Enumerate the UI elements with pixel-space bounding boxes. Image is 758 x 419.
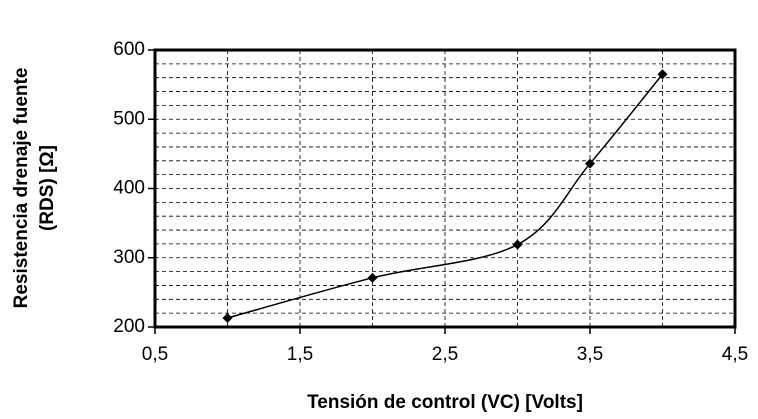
y-axis-title: (RDS) [Ω]: [37, 145, 58, 231]
point-marker: [367, 272, 378, 283]
series-line: [227, 73, 664, 319]
point-marker: [222, 312, 233, 323]
x-tick-label: 4,5: [722, 344, 748, 365]
y-tick-label: 200: [113, 316, 145, 337]
y-tick-label: 500: [113, 108, 145, 129]
x-tick-label: 1,5: [287, 344, 313, 365]
x-tick-label: 2,5: [432, 344, 458, 365]
y-tick-label: 400: [113, 178, 145, 199]
point-marker: [512, 239, 523, 250]
y-tick-label: 300: [113, 247, 145, 268]
plot-border: [153, 48, 737, 329]
y-tick-label: 600: [113, 39, 145, 60]
y-axis-title: Resistencia drenaje fuente: [11, 68, 32, 309]
point-marker: [657, 69, 668, 80]
x-tick-label: 0,5: [142, 344, 168, 365]
x-axis-title: Tensión de control (VC) [Volts]: [307, 392, 583, 413]
x-tick-label: 3,5: [577, 344, 603, 365]
point-marker: [585, 158, 595, 169]
